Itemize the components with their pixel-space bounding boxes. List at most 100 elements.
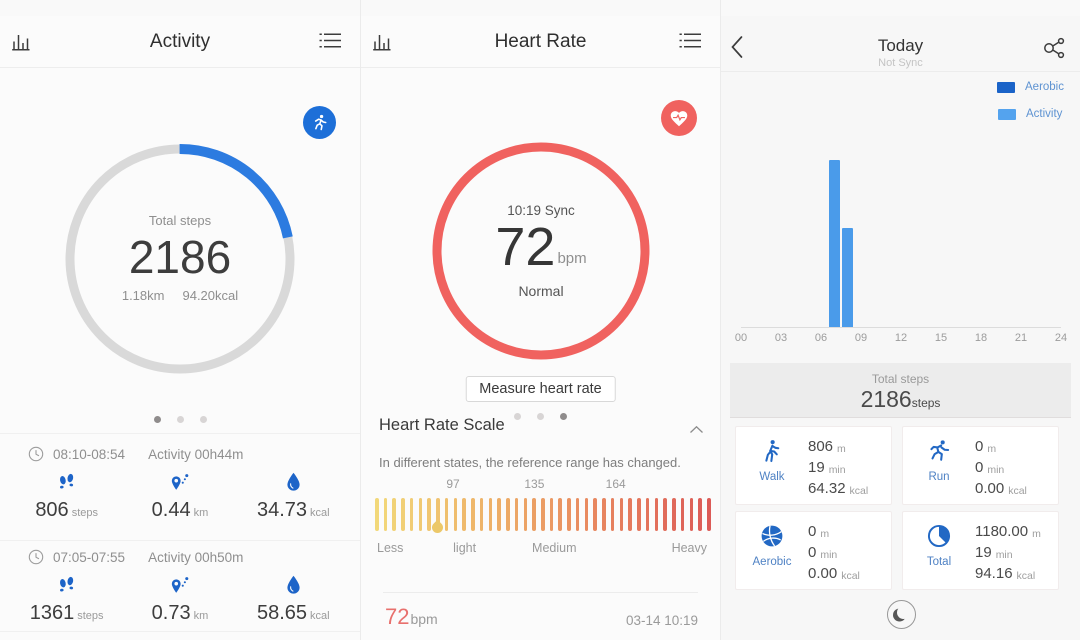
divider (0, 631, 360, 632)
scale-tick (567, 498, 571, 531)
unit-label: m (1032, 528, 1041, 540)
steps-unit: steps (77, 610, 104, 622)
activity-bar (828, 160, 840, 327)
scale-tick (488, 498, 493, 531)
unit-label: min (995, 549, 1013, 561)
steps-value: 1361 (29, 602, 75, 624)
heart-pulse-badge-icon[interactable] (661, 100, 697, 136)
activity-entry[interactable]: 08:10-08:54 Activity 00h44m 806 steps 0.4… (0, 446, 360, 538)
x-axis-tick: 15 (934, 332, 948, 344)
today-bar-plot (741, 150, 1061, 328)
activity-entry[interactable]: 07:05-07:55 Activity 00h50m 1361 steps 0.… (0, 549, 360, 640)
share-icon[interactable] (1041, 35, 1067, 61)
calories-unit: kcal (310, 610, 330, 622)
walk-card[interactable]: Walk 806 m 19 min 64.32 kcal (735, 426, 892, 505)
page-title: Heart Rate (494, 31, 587, 52)
steps-summary: Total steps 2186 1.18km 94.20kcal (70, 213, 290, 303)
page-dot[interactable] (514, 413, 521, 420)
card-label: Run (928, 471, 950, 483)
scale-tick (514, 498, 519, 531)
scale-tick (453, 498, 458, 531)
scale-tick (436, 498, 440, 531)
activity-header: Activity (0, 16, 360, 68)
scale-zone-label: light (453, 541, 477, 555)
distance-value: 0.44 (151, 499, 191, 521)
entry-calories-stat: 34.73 kcal (237, 471, 350, 522)
distance-value: 0.73 (151, 602, 191, 624)
aerobic-calories-value: 0.00 (808, 565, 838, 582)
unit-label: kcal (841, 570, 860, 582)
bar-chart-icon[interactable] (11, 32, 41, 54)
clock-icon (28, 549, 44, 565)
heart-rate-scale-heading: Heart Rate Scale (379, 416, 505, 434)
unit-label: kcal (1008, 485, 1027, 497)
heart-status-label: Normal (518, 283, 564, 299)
page-dot[interactable] (153, 416, 161, 423)
bar-chart-icon[interactable] (372, 32, 402, 54)
page-dot[interactable] (537, 413, 544, 420)
total-steps-value: 2186 (860, 386, 912, 412)
legend-label: Activity (1026, 108, 1063, 120)
scale-tick (383, 498, 388, 531)
legend-item-aerobic: Aerobic (997, 81, 1064, 93)
activity-swatch (998, 108, 1016, 120)
scale-tick (401, 498, 405, 531)
unit-label: m (837, 443, 846, 455)
total-card[interactable]: Total 1180.00 m 19 min 94.16 kcal (902, 511, 1059, 590)
page-dots (361, 407, 720, 425)
chevron-up-icon[interactable] (689, 421, 704, 439)
card-label: Walk (759, 471, 785, 483)
run-minutes-value: 0 (975, 459, 984, 476)
scale-tick (532, 498, 536, 531)
back-icon[interactable] (730, 35, 750, 61)
clock-icon (28, 446, 44, 462)
unit-label: min (828, 464, 846, 476)
scale-tick (680, 498, 685, 531)
unit-label: kcal (1016, 570, 1036, 582)
heart-rate-record[interactable]: 72 bpm 03-14 10:19 (385, 606, 698, 629)
list-menu-icon[interactable] (318, 32, 348, 54)
scale-tick (418, 498, 423, 531)
scale-tick (558, 498, 562, 531)
scale-zone-label: Heavy (671, 541, 707, 555)
activity-bar (842, 228, 854, 327)
x-axis-labels: 00 03 06 09 12 15 18 21 24 (735, 332, 1067, 346)
scale-gradient-bar (375, 498, 711, 531)
total-minutes-value: 19 (975, 544, 992, 561)
unit-label: min (987, 464, 1005, 476)
scale-description: In different states, the reference range… (379, 455, 681, 470)
heart-rate-summary: 10:19 Sync 72 bpm Normal (441, 203, 641, 299)
entry-steps-stat: 1361 steps (10, 574, 123, 625)
legend-item-activity: Activity (998, 108, 1064, 120)
unit-label: min (820, 549, 838, 561)
scale-tick (707, 498, 711, 531)
scale-tick (619, 498, 624, 531)
moon-icon[interactable] (887, 600, 916, 629)
scale-tick (689, 498, 694, 531)
page-dot[interactable] (560, 413, 567, 420)
heart-rate-ring (432, 142, 650, 360)
runner-badge-icon[interactable] (303, 106, 336, 139)
scale-tick (549, 498, 554, 531)
page-dot[interactable] (199, 416, 207, 423)
scale-tick (645, 498, 650, 531)
bpm-value: 72 (495, 217, 556, 277)
steps-progress-arc (65, 144, 295, 374)
distance-unit: km (193, 507, 209, 519)
scale-tick (584, 498, 589, 531)
scale-tick (479, 498, 484, 531)
distance-value: 1.18km (121, 288, 165, 303)
list-menu-icon[interactable] (678, 32, 708, 54)
entry-time-range: 07:05-07:55 (53, 549, 126, 565)
scale-tick (462, 498, 466, 531)
scale-tick (409, 498, 414, 531)
divider (0, 540, 360, 541)
page-dot[interactable] (176, 416, 184, 423)
status-bar (721, 0, 1080, 16)
scale-tick (392, 498, 396, 531)
walk-icon (754, 438, 790, 468)
total-steps-value: 2186 (128, 231, 232, 283)
measure-heart-rate-button[interactable]: Measure heart rate (465, 376, 616, 402)
